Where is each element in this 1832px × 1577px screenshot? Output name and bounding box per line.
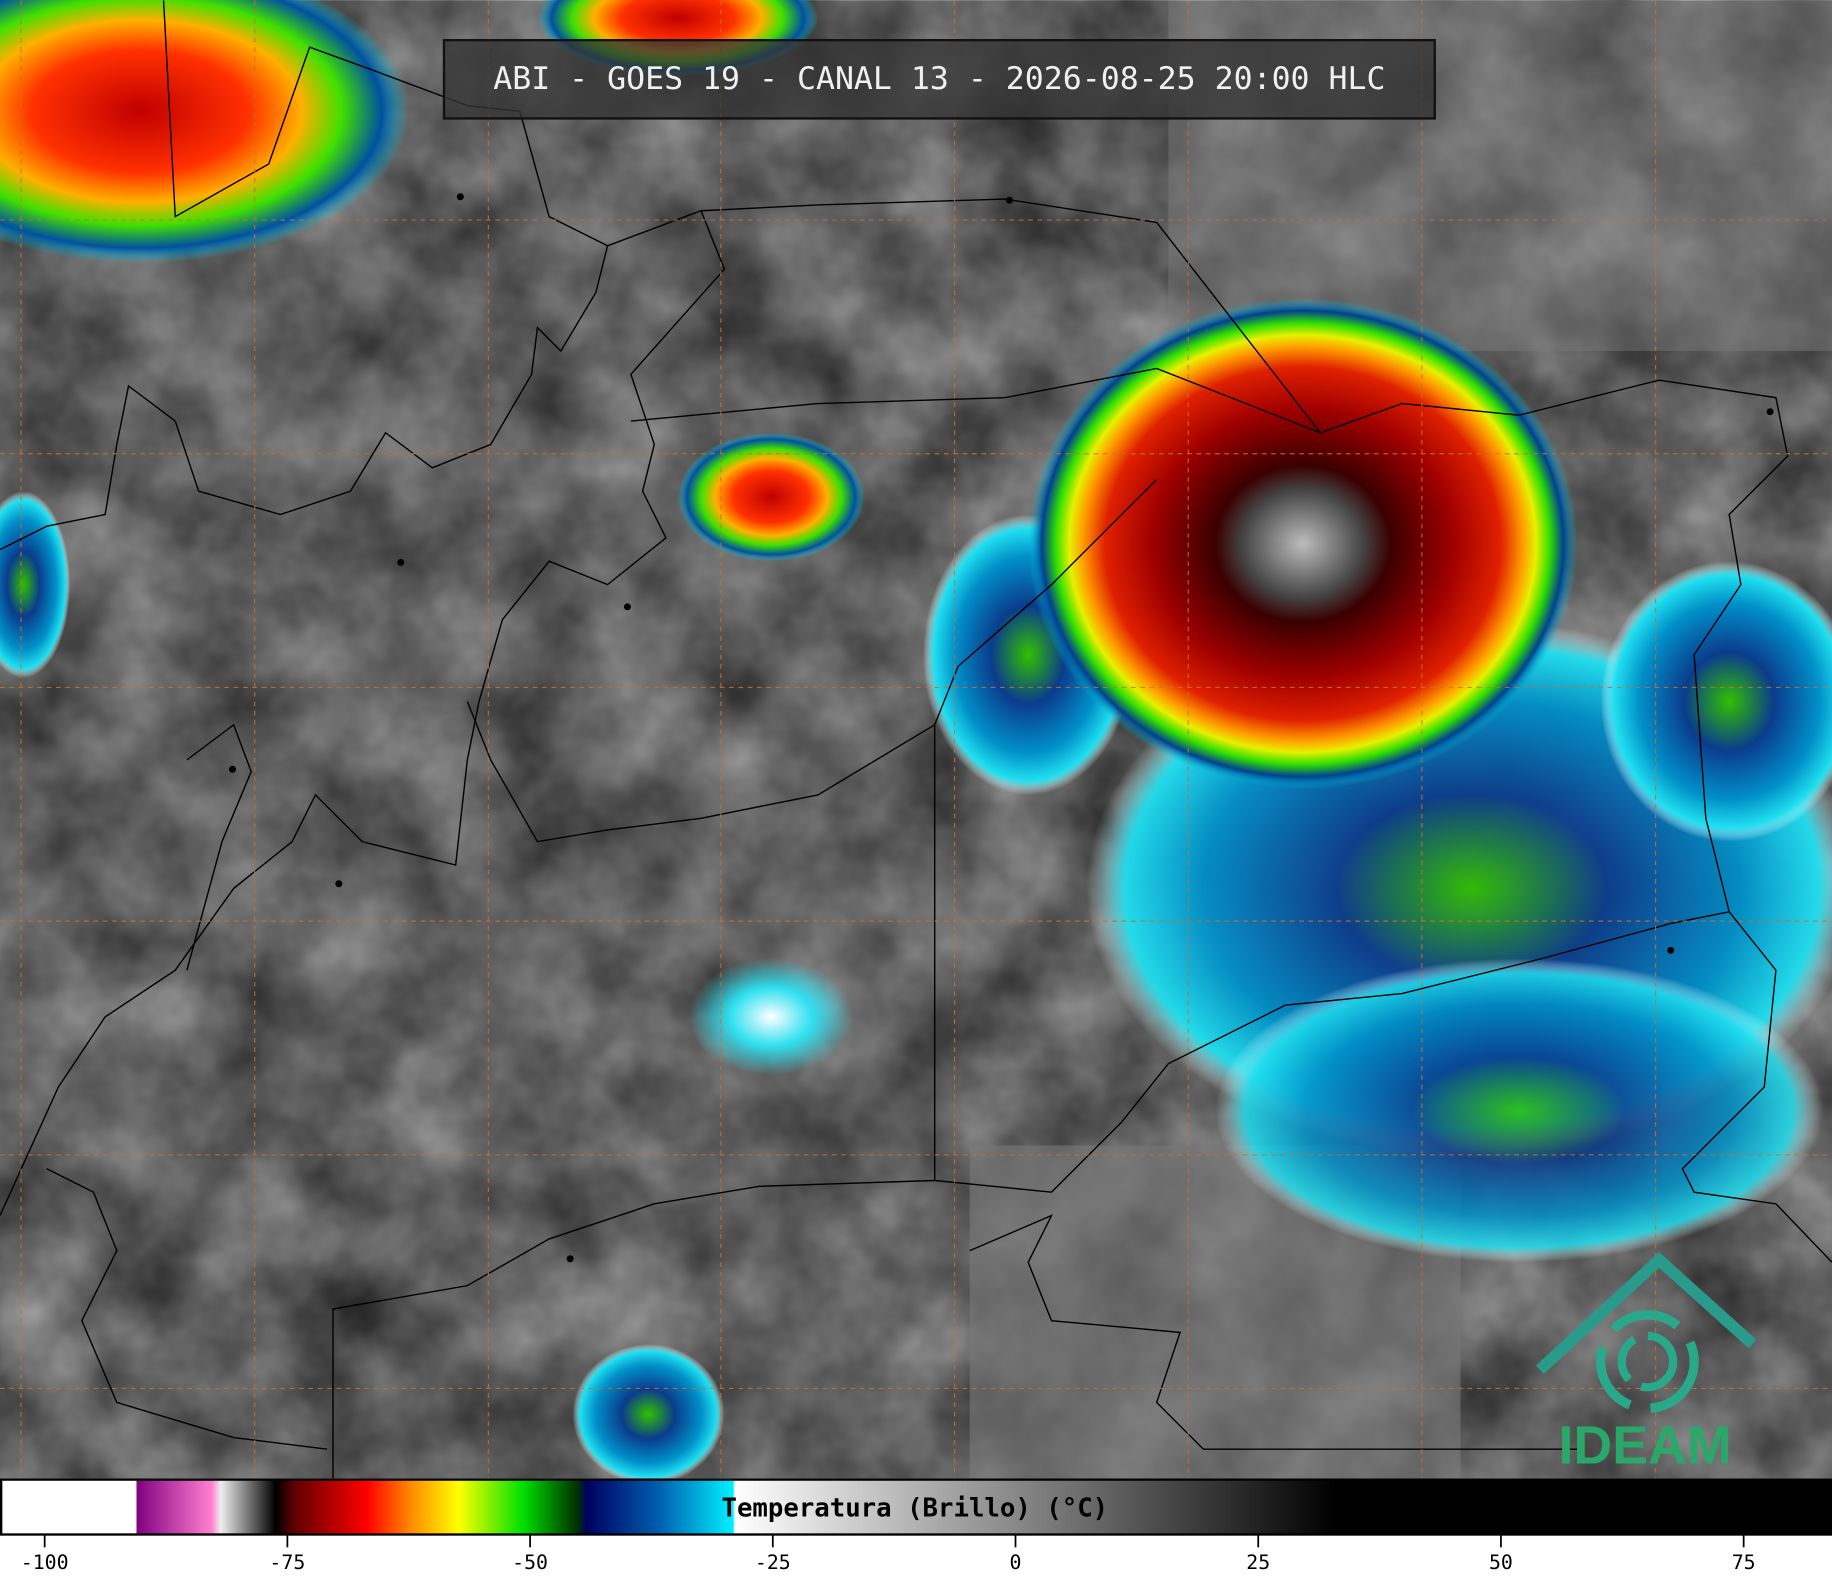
colorbar bbox=[0, 1478, 1832, 1536]
tick-label: 50 bbox=[1489, 1551, 1513, 1574]
tick-label: -25 bbox=[755, 1551, 791, 1574]
lat-lon-grid bbox=[0, 0, 1832, 1479]
colorbar-ticks: -100 -75 -50 -25 0 25 50 75 bbox=[21, 1534, 1756, 1574]
colorbar-label: Temperatura (Brillo) (°C) bbox=[722, 1493, 1109, 1523]
tick-label: 0 bbox=[1010, 1551, 1022, 1574]
tick-label: -100 bbox=[21, 1551, 69, 1574]
tick-label: 25 bbox=[1246, 1551, 1270, 1574]
ideam-logo: IDEAM bbox=[1535, 1252, 1757, 1475]
title: ABI - GOES 19 - CANAL 13 - 2026-08-25 20… bbox=[493, 61, 1385, 97]
city-dots bbox=[229, 193, 1774, 1263]
logo-text: IDEAM bbox=[1558, 1415, 1731, 1475]
cold-clouds bbox=[0, 0, 1832, 1485]
tick-label: -75 bbox=[269, 1551, 305, 1574]
tick-label: 75 bbox=[1732, 1551, 1756, 1574]
borders bbox=[0, 0, 1832, 1479]
title-box bbox=[442, 38, 1436, 120]
tick-label: -50 bbox=[512, 1551, 548, 1574]
